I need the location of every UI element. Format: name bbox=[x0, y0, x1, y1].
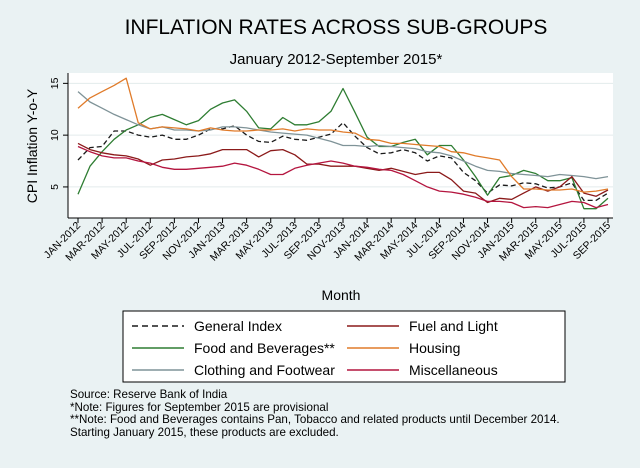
legend-label: General Index bbox=[194, 318, 282, 334]
series-line bbox=[77, 87, 609, 210]
legend: General Index Fuel and Light Food and Beve… bbox=[132, 318, 498, 378]
chart-title: INFLATION RATES ACROSS SUB-GROUPS bbox=[125, 16, 548, 39]
series-line bbox=[77, 122, 609, 202]
food-beverages-note-continued: Starting January 2015, these products ar… bbox=[70, 425, 339, 439]
series-line bbox=[77, 91, 609, 180]
food-beverages-note: **Note: Food and Beverages contains Pan,… bbox=[70, 413, 560, 427]
series-line bbox=[77, 77, 609, 193]
legend-label: Food and Beverages** bbox=[194, 340, 335, 356]
y-tick-label: 5 bbox=[49, 184, 61, 190]
legend-label: Miscellaneous bbox=[409, 362, 498, 378]
y-axis-title: CPI Inflation Y-o-Y bbox=[24, 88, 40, 203]
series-line bbox=[77, 145, 609, 209]
legend-label: Fuel and Light bbox=[409, 318, 498, 334]
y-tick-label: 10 bbox=[49, 129, 61, 141]
series-lines bbox=[77, 77, 609, 210]
source-note: Source: Reserve Bank of India bbox=[70, 388, 228, 401]
chart-notes: Source: Reserve Bank of India *Note: Fig… bbox=[70, 388, 560, 439]
chart-subtitle: January 2012-September 2015* bbox=[230, 51, 443, 68]
y-ticks: 5 10 15 bbox=[49, 77, 68, 190]
legend-label: Housing bbox=[409, 340, 460, 356]
series-line bbox=[77, 142, 609, 204]
y-tick-label: 15 bbox=[49, 77, 61, 89]
legend-box bbox=[122, 310, 566, 383]
legend-label: Clothing and Footwear bbox=[194, 362, 335, 378]
x-axis-title: Month bbox=[322, 287, 361, 303]
provisional-note: *Note: Figures for September 2015 are pr… bbox=[70, 400, 329, 414]
plot-area bbox=[68, 73, 613, 218]
x-ticks: JAN-2012MAR-2012MAY-2012JUL-2012SEP-2012… bbox=[42, 218, 613, 264]
